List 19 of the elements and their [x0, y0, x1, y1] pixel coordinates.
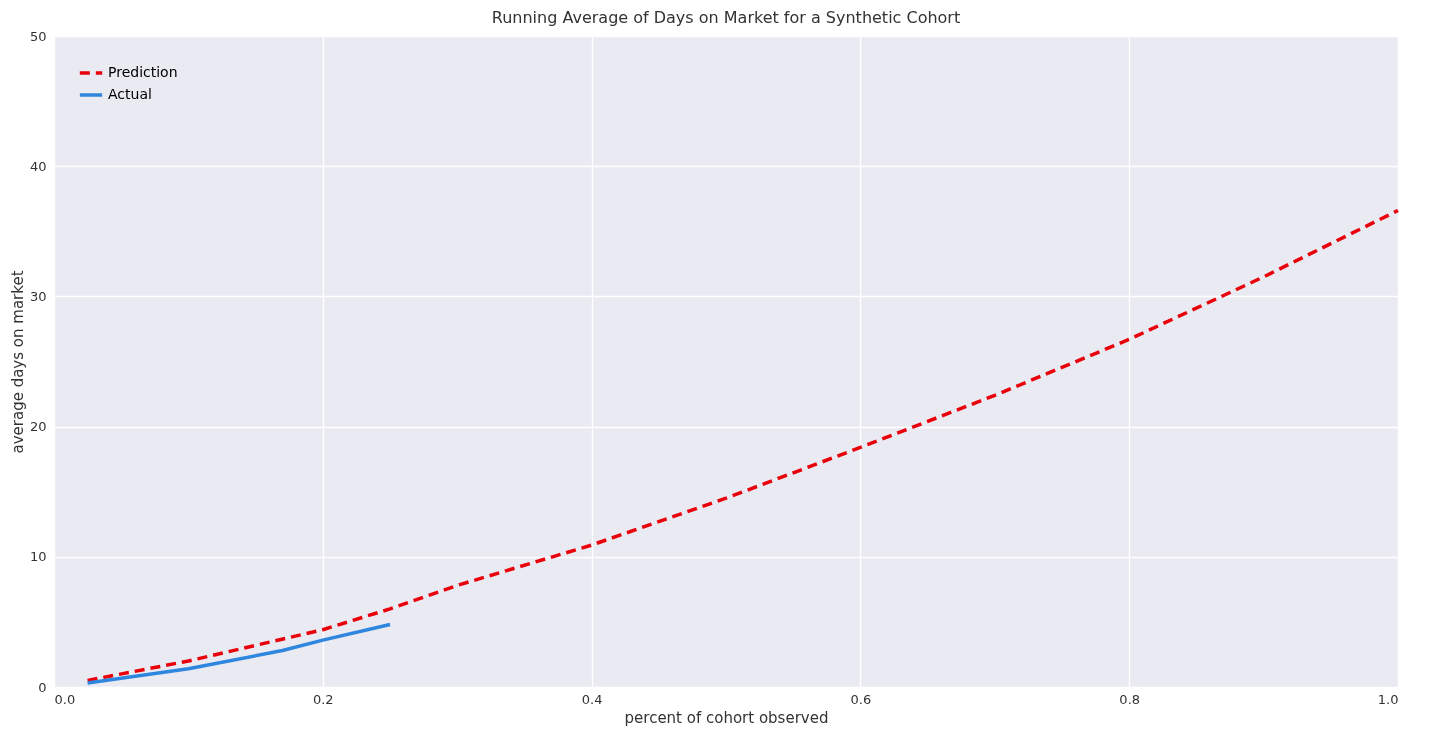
line-series — [85, 208, 1400, 683]
x-tick-label: 1.0 — [1377, 691, 1399, 707]
x-axis-title: percent of cohort observed — [624, 708, 829, 727]
y-tick-label: 10 — [29, 549, 47, 565]
x-tick-label: 0.4 — [581, 691, 603, 707]
x-tick-label: 0.0 — [54, 691, 76, 707]
y-tick-label: 20 — [29, 419, 47, 435]
x-tick-label: 0.2 — [312, 691, 334, 707]
y-tick-label: 50 — [29, 28, 47, 44]
y-axis-title: average days on market — [8, 270, 27, 454]
legend-label: Actual — [108, 86, 152, 102]
y-tick-label: 30 — [29, 288, 47, 304]
y-tick-label: 0 — [38, 679, 47, 695]
x-tick-label: 0.6 — [850, 691, 872, 707]
x-tick-label: 0.8 — [1119, 691, 1141, 707]
legend-label: Prediction — [108, 64, 178, 80]
chart-title: Running Average of Days on Market for a Synthetic Cohort — [491, 8, 961, 27]
y-tick-label: 40 — [29, 158, 47, 174]
line-series — [85, 622, 392, 685]
